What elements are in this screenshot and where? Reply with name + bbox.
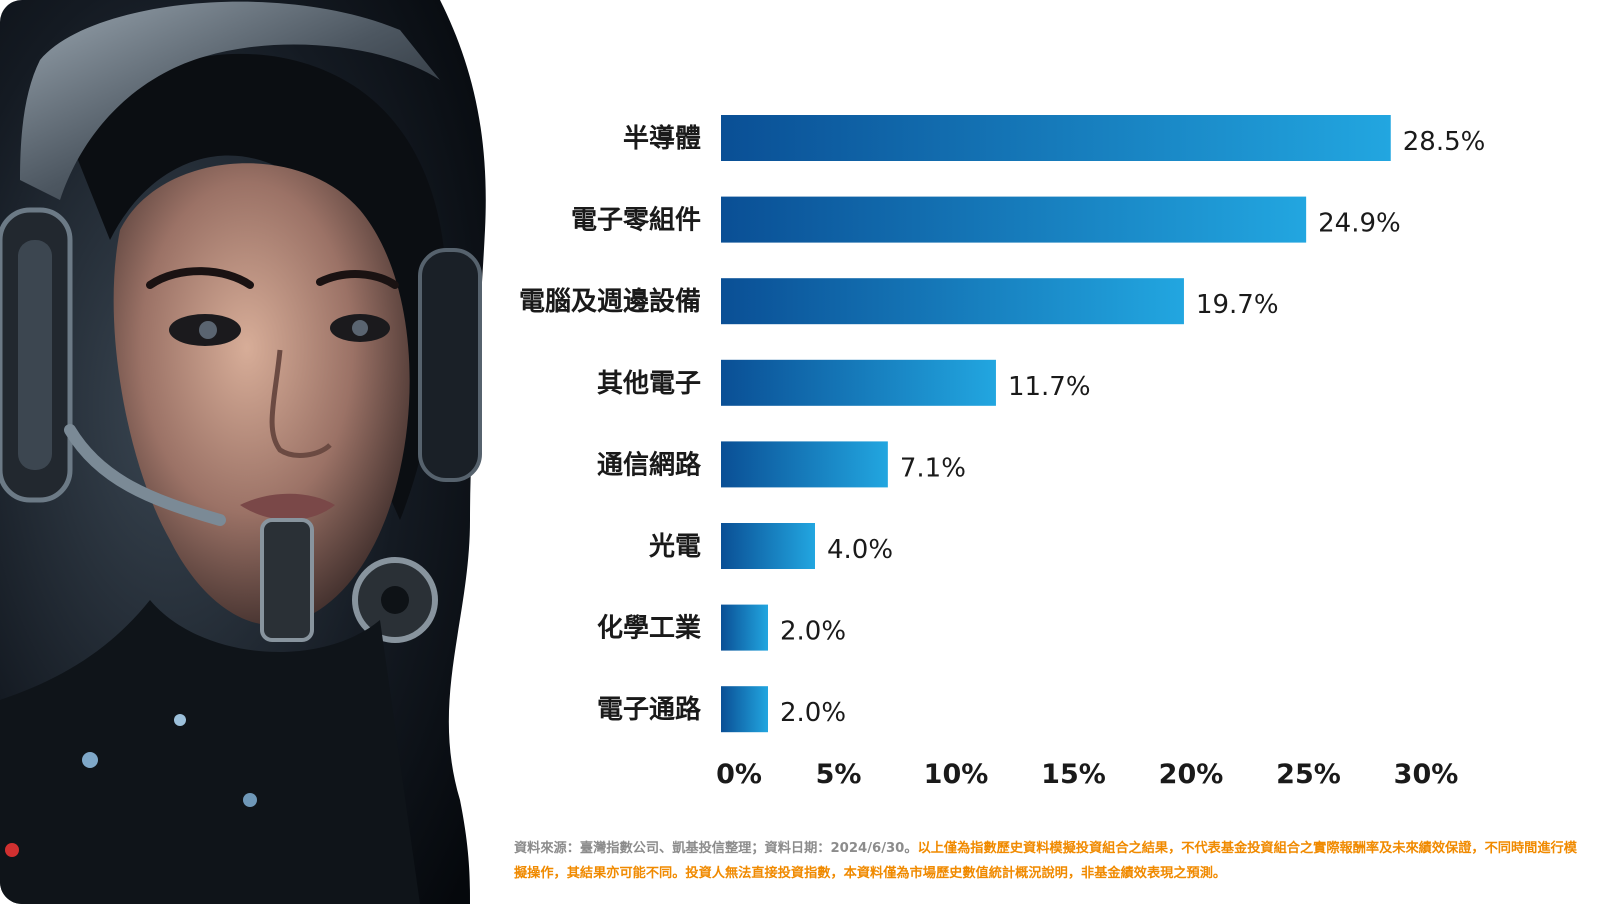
- mic-gear: [260, 518, 314, 642]
- x-tick-label-0: 0%: [716, 759, 762, 790]
- neck-body: [0, 600, 420, 904]
- value-label-7: 2.0%: [780, 698, 846, 728]
- value-label-1: 24.9%: [1318, 209, 1401, 239]
- helmet-shell: [20, 1, 440, 201]
- category-label-2: 電腦及週邊設備: [519, 286, 701, 317]
- hair-shape: [70, 53, 447, 521]
- headphone-right: [418, 248, 482, 482]
- x-tick-label-5: 25%: [1276, 759, 1341, 790]
- value-label-0: 28.5%: [1403, 127, 1486, 157]
- footnote: 資料來源：臺灣指數公司、凱基投信整理；資料日期：2024/6/30。以上僅為指數…: [514, 836, 1580, 886]
- eyebrow-right: [316, 270, 399, 289]
- bar-5: [721, 523, 815, 569]
- value-label-6: 2.0%: [780, 617, 846, 647]
- portrait-illustration: [0, 0, 486, 904]
- bar-7: [721, 686, 768, 733]
- x-tick-label-6: 30%: [1394, 759, 1459, 790]
- lips: [240, 493, 335, 520]
- x-tick-label-3: 15%: [1041, 759, 1106, 790]
- bar-6: [721, 604, 768, 651]
- x-tick-label-1: 5%: [816, 759, 862, 790]
- value-label-4: 7.1%: [900, 453, 966, 483]
- category-label-4: 通信網路: [597, 449, 702, 480]
- mic-arm: [64, 424, 226, 526]
- category-label-7: 電子通路: [597, 694, 702, 725]
- category-label-1: 電子零組件: [571, 205, 701, 236]
- chart-area: 半導體 28.5% 電子零組件 24.9% 電腦及週邊設備 19.7% 其他電子 11.7% 通…: [500, 0, 1600, 904]
- source-note: 資料來源：臺灣指數公司、凱基投信整理；資料日期：2024/6/30。: [514, 841, 918, 856]
- bars-layer: 半導體 28.5% 電子零組件 24.9% 電腦及週邊設備 19.7% 其他電子 11.7% 通…: [519, 115, 1486, 733]
- x-tick-label-4: 20%: [1159, 759, 1224, 790]
- disclaimer-note: 以上僅為指數歷史資料模擬投資組合之結果，不代表基金投資組合之實際報酬率及未來績效…: [514, 841, 1577, 881]
- bar-0: [721, 115, 1391, 161]
- x-tick-label-2: 10%: [924, 759, 989, 790]
- category-label-3: 其他電子: [597, 369, 701, 399]
- category-label-6: 化學工業: [597, 614, 701, 644]
- value-label-3: 11.7%: [1008, 372, 1091, 402]
- category-label-5: 光電: [648, 532, 701, 562]
- bar-chart: 半導體 28.5% 電子零組件 24.9% 電腦及週邊設備 19.7% 其他電子 11.7% 通…: [519, 115, 1486, 790]
- value-label-5: 4.0%: [827, 535, 893, 565]
- category-label-0: 半導體: [623, 123, 701, 154]
- bar-4: [721, 441, 888, 488]
- eyebrow-left: [146, 267, 254, 289]
- nose: [269, 349, 332, 458]
- bar-3: [721, 359, 996, 406]
- x-axis-ticks: 0% 5% 10% 15% 20% 25% 30%: [716, 759, 1458, 790]
- value-label-2: 19.7%: [1196, 290, 1279, 320]
- bar-2: [721, 278, 1184, 325]
- bar-1: [721, 196, 1307, 243]
